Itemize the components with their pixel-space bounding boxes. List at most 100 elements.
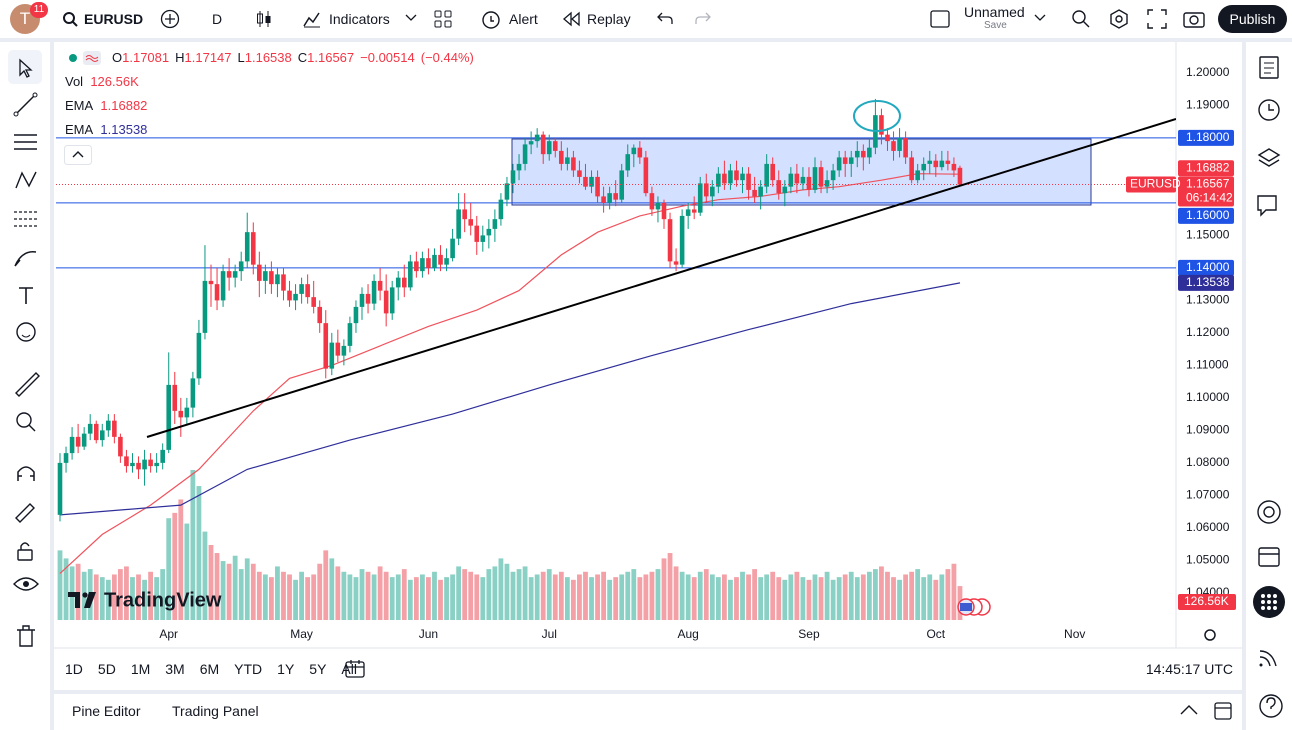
- volume-bar: [154, 577, 160, 620]
- range-button[interactable]: 3M: [165, 661, 185, 677]
- axis-settings[interactable]: [1204, 629, 1216, 641]
- volume-bar: [933, 579, 939, 620]
- chart-style[interactable]: [256, 9, 272, 29]
- candle-body: [124, 456, 129, 467]
- volume-bar: [118, 569, 123, 620]
- volume-bar: [746, 574, 751, 620]
- candle-body: [565, 157, 570, 164]
- candle-body: [903, 137, 908, 158]
- trend-line[interactable]: [146, 118, 1176, 438]
- dropdown[interactable]: [1034, 14, 1046, 22]
- date-range-icon[interactable]: [345, 659, 365, 679]
- range-button[interactable]: 5D: [97, 661, 116, 677]
- candle-body: [854, 150, 860, 158]
- volume-bar: [866, 571, 872, 620]
- candle-body: [806, 176, 812, 190]
- candle-body: [559, 150, 564, 164]
- volume-bar: [540, 571, 546, 620]
- candle-body: [788, 173, 794, 187]
- publish-button[interactable]: Publish: [1218, 5, 1287, 33]
- volume-bar: [879, 566, 884, 620]
- volume-bar: [383, 571, 389, 620]
- volume-bar: [468, 571, 474, 620]
- replay-icon[interactable]: [562, 11, 580, 27]
- candle-body: [238, 261, 244, 272]
- volume-bar: [595, 574, 600, 620]
- layout-name[interactable]: Unnamed: [964, 4, 1025, 20]
- indicators-icon[interactable]: [302, 9, 322, 29]
- range-button[interactable]: 1Y: [277, 661, 295, 677]
- maximize-panel[interactable]: [1214, 702, 1232, 720]
- interval[interactable]: D: [212, 11, 223, 27]
- quick-search[interactable]: [1070, 8, 1092, 30]
- volume-bar: [389, 577, 395, 620]
- volume-bar: [504, 563, 510, 620]
- volume-bar: [347, 574, 353, 620]
- candle-body: [722, 173, 727, 184]
- range-button[interactable]: 1M: [130, 661, 151, 677]
- fullscreen[interactable]: [1147, 9, 1167, 29]
- search-icon[interactable]: [62, 11, 78, 27]
- volume-bar: [438, 579, 443, 620]
- layouts-icon[interactable]: [434, 10, 452, 28]
- volume-bar: [99, 577, 105, 620]
- volume-bar: [105, 579, 111, 620]
- volume-bar: [528, 577, 534, 620]
- highlight-ellipse[interactable]: [853, 100, 901, 132]
- y-tick-label: 1.05000: [1186, 553, 1230, 567]
- compare-button[interactable]: [160, 9, 180, 29]
- snapshot[interactable]: [1183, 9, 1205, 29]
- volume-bar: [238, 569, 244, 620]
- range-button[interactable]: 1D: [65, 661, 83, 677]
- sidebar-icons[interactable]: [1246, 48, 1292, 728]
- volume-bar: [564, 577, 570, 620]
- volume-bar: [764, 574, 770, 620]
- candle-body: [426, 258, 431, 268]
- candle-body: [226, 271, 232, 278]
- hline-label: 1.18000: [1186, 130, 1230, 144]
- ema-price-label: 1.13538: [1186, 275, 1230, 289]
- volume-bar: [75, 563, 81, 620]
- ohlc-label: H: [175, 50, 185, 65]
- dropdown[interactable]: [405, 14, 417, 22]
- range-button[interactable]: 6M: [199, 661, 220, 677]
- legend-controls[interactable]: [64, 51, 106, 65]
- event-markers[interactable]: [957, 598, 991, 616]
- range-button[interactable]: 5Y: [309, 661, 327, 677]
- ema-price-label-box: [1178, 160, 1234, 177]
- redo[interactable]: [695, 11, 711, 25]
- symbol[interactable]: EURUSD: [84, 11, 144, 27]
- volume-bar: [534, 574, 540, 620]
- range-button[interactable]: All: [341, 661, 357, 677]
- hline-label-box: [1178, 259, 1234, 276]
- volume-bar: [214, 553, 220, 620]
- candle-body: [275, 274, 280, 285]
- indicators[interactable]: Indicators: [329, 11, 390, 27]
- drawing-tools[interactable]: [0, 48, 50, 658]
- collapse-legend[interactable]: [64, 145, 92, 165]
- volume-bar: [915, 569, 921, 620]
- settings[interactable]: [1108, 8, 1130, 30]
- pine-editor-tab[interactable]: Pine Editor: [72, 703, 141, 719]
- volume-bar: [734, 577, 739, 620]
- ohlc-value: 1.17081: [122, 50, 170, 65]
- volume-bar: [178, 499, 184, 620]
- undo[interactable]: [657, 11, 673, 25]
- range-button[interactable]: YTD: [234, 661, 263, 677]
- alert-icon[interactable]: [480, 8, 502, 30]
- volume-bar: [329, 558, 335, 620]
- trading-panel-tab[interactable]: Trading Panel: [172, 703, 259, 719]
- candle-body: [679, 215, 685, 265]
- candle-body: [589, 176, 594, 187]
- collapse-panel[interactable]: [1179, 704, 1199, 716]
- alert[interactable]: Alert: [509, 11, 538, 27]
- volume-bar: [891, 577, 896, 620]
- candle-body: [359, 293, 365, 307]
- candle-body: [196, 332, 202, 379]
- layout-icon[interactable]: [930, 10, 950, 28]
- replay[interactable]: Replay: [587, 11, 631, 27]
- clock[interactable]: 14:45:17 UTC: [1145, 661, 1233, 677]
- candle-body: [824, 180, 830, 187]
- volume-bar: [909, 571, 915, 620]
